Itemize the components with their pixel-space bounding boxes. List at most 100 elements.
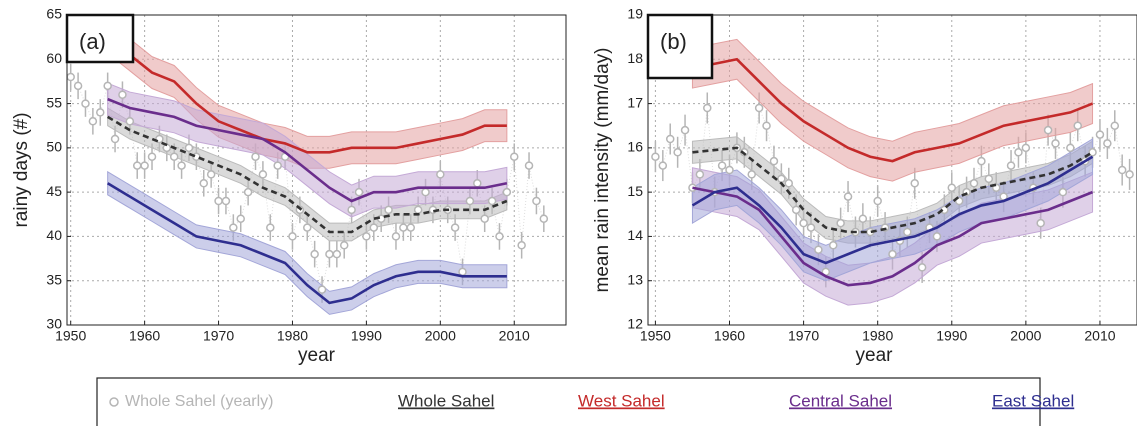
yearly-point [347, 205, 356, 215]
yearly-point [532, 196, 541, 206]
yearly-point [1014, 148, 1023, 157]
y-tick-label: 15 [627, 183, 643, 199]
yearly-point [362, 232, 371, 241]
uncertainty-band [107, 170, 508, 315]
x-tick-label: 1990 [351, 328, 382, 344]
yearly-point [799, 218, 808, 228]
yearly-point [251, 152, 260, 161]
y-tick-label: 19 [627, 6, 643, 22]
yearly-point [1125, 170, 1134, 179]
yearly-point [325, 249, 334, 259]
yearly-point [969, 179, 979, 188]
panel-label-box [646, 13, 714, 80]
yearly-point [703, 103, 712, 113]
panel-label: (a) [79, 29, 106, 54]
yearly-point [932, 232, 942, 241]
x-tick-label: 2000 [1010, 328, 1041, 344]
y-tick-label: 14 [627, 227, 643, 243]
yearly-point [206, 170, 216, 179]
yearly-point [510, 152, 519, 161]
yearly-connector [70, 76, 545, 290]
yearly-point [1088, 148, 1097, 157]
panel-label: (b) [660, 29, 687, 54]
yearly-point [458, 267, 467, 277]
yearly-point [903, 227, 912, 237]
yearly-point [747, 170, 756, 179]
y-tick-label: 17 [627, 94, 643, 110]
yearly-point [96, 108, 105, 117]
uncertainty-band [691, 38, 1094, 182]
x-tick-label: 1960 [129, 328, 160, 344]
x-tick-label: 2010 [499, 328, 530, 344]
yearly-point [413, 205, 423, 215]
yearly-point [658, 161, 668, 170]
y-tick-label: 13 [627, 271, 643, 287]
yearly-point [1051, 139, 1060, 148]
y-axis-label: rainy days (#) [11, 112, 32, 227]
legend-label: Whole Sahel [398, 391, 494, 410]
yearly-point [665, 134, 675, 144]
y-tick-label: 50 [46, 139, 62, 155]
yearly-point [1021, 143, 1031, 153]
yearly-point [140, 161, 149, 170]
x-tick-label: 1990 [936, 328, 967, 344]
yearly-point [81, 99, 90, 108]
yearly-point [984, 174, 994, 184]
yearly-point [806, 223, 816, 232]
x-tick-label: 1970 [203, 328, 234, 344]
yearly-point [118, 90, 127, 99]
yearly-point [843, 192, 853, 201]
yearly-point [680, 125, 690, 135]
yearly-point [266, 223, 275, 232]
yearly-point [777, 174, 786, 184]
yearly-point [110, 134, 120, 144]
panel-label-box [65, 13, 135, 64]
yearly-point [836, 218, 845, 228]
y-tick-label: 45 [46, 183, 62, 199]
yearly-point [917, 263, 927, 272]
yearly-point [1110, 121, 1120, 130]
yearly-point [769, 156, 779, 166]
yearly-point [725, 165, 734, 175]
y-axis-label: mean rain intensity (mm/day) [592, 48, 613, 293]
yearly-point [762, 121, 771, 130]
legend-label: Central Sahel [789, 391, 892, 410]
yearly-point [977, 156, 986, 166]
series-line [106, 115, 508, 234]
yearly-point [384, 205, 393, 215]
yearly-point [673, 148, 682, 157]
yearly-point [524, 161, 534, 170]
legend-box [96, 377, 1041, 426]
y-tick-label: 12 [627, 316, 643, 332]
x-tick-label: 1960 [714, 328, 745, 344]
yearly-point [147, 152, 157, 161]
yearly-point [1006, 161, 1016, 170]
yearly-point [436, 170, 445, 179]
yearly-point [169, 152, 179, 161]
series-line [692, 57, 1094, 163]
yearly-point [184, 143, 194, 153]
yearly-point [339, 241, 349, 250]
legend-label: East Sahel [992, 391, 1074, 410]
yearly-point [132, 161, 142, 170]
y-tick-label: 16 [627, 139, 643, 155]
yearly-point [873, 196, 882, 206]
yearly-point [88, 117, 98, 126]
yearly-point [1117, 165, 1127, 175]
y-tick-label: 65 [46, 6, 62, 22]
yearly-point [67, 72, 75, 82]
series-line [692, 186, 1094, 287]
yearly-point [103, 81, 112, 91]
yearly-point [814, 245, 823, 254]
yearly-point [473, 179, 482, 188]
y-tick-label: 35 [46, 271, 62, 287]
yearly-point [221, 196, 231, 206]
yearly-point [910, 179, 919, 188]
yearly-point [258, 170, 268, 179]
plot-frame [647, 14, 1137, 326]
yearly-point [858, 214, 868, 223]
yearly-point [406, 223, 416, 232]
x-axis-label: year [298, 345, 336, 366]
yearly-point [539, 214, 549, 223]
series-line [106, 36, 507, 154]
